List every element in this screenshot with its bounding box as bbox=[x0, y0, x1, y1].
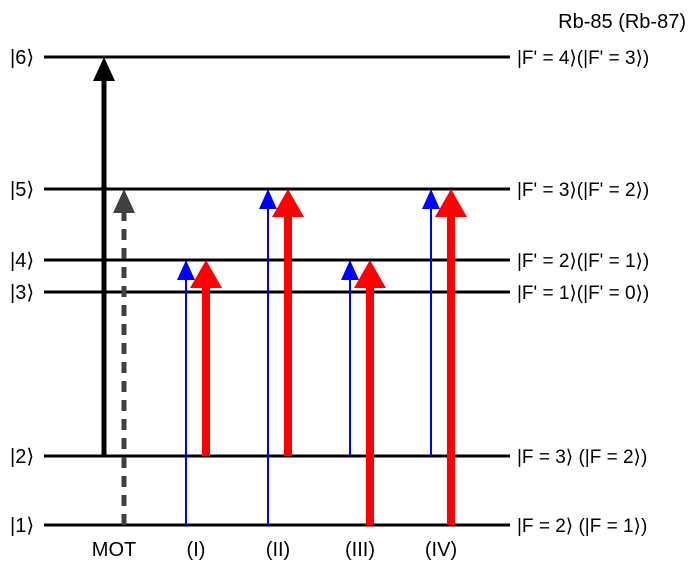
state-label-5: |5⟩ bbox=[10, 179, 34, 201]
arrow-iv-coupling bbox=[435, 189, 467, 525]
arrow-ii-probe bbox=[259, 189, 277, 525]
scheme-label-i: (I) bbox=[187, 539, 206, 561]
arrow-ii-coupling bbox=[272, 189, 304, 456]
state-label-2: |2⟩ bbox=[10, 446, 34, 468]
hyperfine-label-3: |F' = 1⟩(|F' = 0⟩) bbox=[517, 283, 649, 304]
arrow-i-probe bbox=[177, 260, 195, 525]
hyperfine-label-4: |F' = 2⟩(|F' = 1⟩) bbox=[517, 251, 649, 272]
arrow-iii-coupling bbox=[354, 260, 386, 525]
hyperfine-label-5: |F' = 3⟩(|F' = 2⟩) bbox=[517, 180, 649, 201]
arrow-iii-probe bbox=[341, 260, 359, 456]
state-label-4: |4⟩ bbox=[10, 250, 34, 272]
hyperfine-label-2: |F = 3⟩ (|F = 2⟩) bbox=[517, 447, 647, 468]
scheme-label-mot: MOT bbox=[92, 539, 136, 561]
arrow-i-coupling bbox=[190, 260, 222, 456]
scheme-label-ii: (II) bbox=[266, 539, 290, 561]
state-label-3: |3⟩ bbox=[10, 282, 34, 304]
transition-arrows bbox=[93, 57, 467, 525]
arrow-mot-mot-cooling bbox=[93, 57, 115, 456]
state-label-1: |1⟩ bbox=[10, 515, 34, 537]
arrow-iv-probe bbox=[422, 189, 440, 456]
scheme-label-iii: (III) bbox=[345, 539, 375, 561]
arrow-mot-mot-repump bbox=[113, 189, 135, 525]
isotope-header: Rb-85 (Rb-87) bbox=[558, 11, 686, 33]
state-label-6: |6⟩ bbox=[10, 47, 34, 69]
scheme-label-iv: (IV) bbox=[425, 539, 457, 561]
scheme-labels: MOT (I) (II) (III) (IV) bbox=[92, 539, 457, 561]
hyperfine-label-1: |F = 2⟩ (|F = 1⟩) bbox=[517, 516, 647, 537]
hyperfine-label-6: |F' = 4⟩(|F' = 3⟩) bbox=[517, 48, 649, 69]
